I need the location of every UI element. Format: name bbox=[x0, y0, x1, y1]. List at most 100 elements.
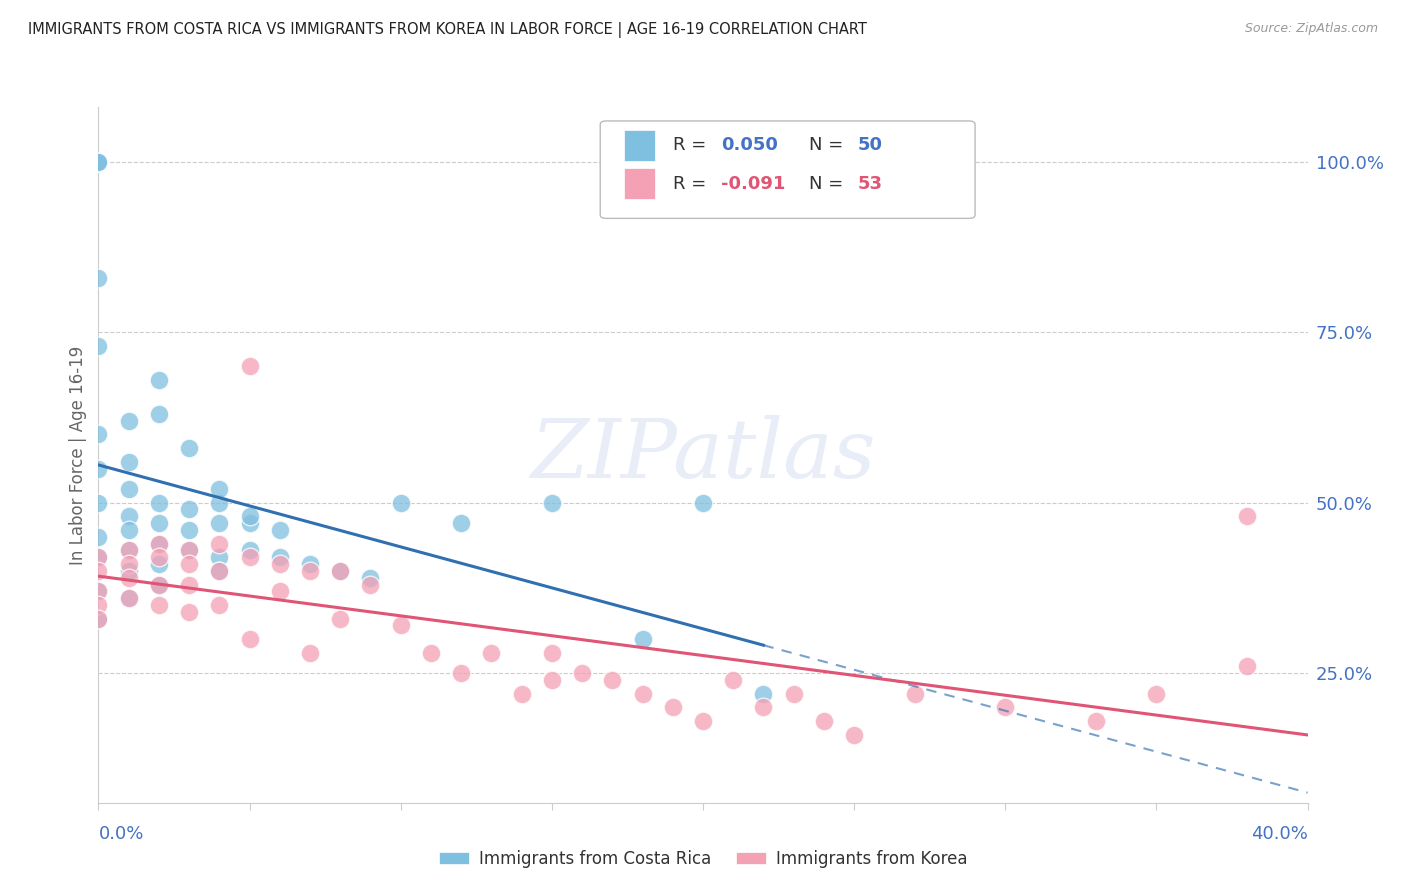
Point bbox=[87, 598, 110, 612]
Point bbox=[208, 536, 231, 550]
Point bbox=[148, 407, 170, 421]
Point bbox=[87, 154, 110, 169]
Point bbox=[87, 550, 110, 565]
Point bbox=[1236, 509, 1258, 524]
Point bbox=[571, 666, 593, 681]
Point bbox=[179, 523, 201, 537]
Point bbox=[631, 687, 654, 701]
Point bbox=[118, 591, 141, 606]
Point bbox=[239, 550, 262, 565]
Point bbox=[87, 584, 110, 599]
Point bbox=[389, 496, 412, 510]
Point bbox=[148, 496, 170, 510]
Legend: Immigrants from Costa Rica, Immigrants from Korea: Immigrants from Costa Rica, Immigrants f… bbox=[432, 843, 974, 874]
Point bbox=[148, 557, 170, 571]
Point bbox=[752, 700, 775, 714]
Text: 50: 50 bbox=[858, 136, 883, 154]
Point bbox=[239, 543, 262, 558]
Point bbox=[269, 523, 291, 537]
Point bbox=[450, 516, 472, 530]
Point bbox=[299, 557, 322, 571]
Point bbox=[208, 516, 231, 530]
Point bbox=[208, 598, 231, 612]
Point bbox=[662, 700, 685, 714]
Point bbox=[208, 564, 231, 578]
Point bbox=[269, 584, 291, 599]
Point bbox=[118, 543, 141, 558]
Point bbox=[179, 605, 201, 619]
Bar bbox=[624, 129, 655, 161]
Point bbox=[844, 728, 866, 742]
Point bbox=[299, 646, 322, 660]
Point bbox=[148, 577, 170, 591]
Point bbox=[450, 666, 472, 681]
Point bbox=[148, 598, 170, 612]
Point bbox=[87, 612, 110, 626]
Text: 0.0%: 0.0% bbox=[98, 825, 143, 843]
Point bbox=[179, 577, 201, 591]
Point bbox=[239, 516, 262, 530]
Point bbox=[783, 687, 806, 701]
Point bbox=[208, 564, 231, 578]
Bar bbox=[624, 168, 655, 199]
Text: ZIPatlas: ZIPatlas bbox=[530, 415, 876, 495]
Text: Source: ZipAtlas.com: Source: ZipAtlas.com bbox=[1244, 22, 1378, 36]
Point bbox=[87, 612, 110, 626]
Point bbox=[118, 543, 141, 558]
Point bbox=[87, 584, 110, 599]
Point bbox=[239, 509, 262, 524]
Point bbox=[1236, 659, 1258, 673]
Point bbox=[329, 564, 352, 578]
Point bbox=[269, 550, 291, 565]
Point bbox=[87, 550, 110, 565]
Point bbox=[540, 673, 562, 687]
Point bbox=[179, 557, 201, 571]
Point bbox=[87, 461, 110, 475]
Point bbox=[118, 414, 141, 428]
Point bbox=[118, 591, 141, 606]
Point bbox=[692, 496, 714, 510]
Point bbox=[179, 441, 201, 455]
Point bbox=[994, 700, 1017, 714]
Text: N =: N = bbox=[810, 136, 849, 154]
Point bbox=[87, 339, 110, 353]
Point bbox=[329, 612, 352, 626]
Point bbox=[329, 564, 352, 578]
Point bbox=[389, 618, 412, 632]
Point bbox=[179, 543, 201, 558]
Point bbox=[179, 543, 201, 558]
Point bbox=[723, 673, 745, 687]
Point bbox=[87, 270, 110, 285]
Point bbox=[269, 557, 291, 571]
Point bbox=[602, 673, 624, 687]
FancyBboxPatch shape bbox=[600, 121, 976, 219]
Point bbox=[239, 632, 262, 646]
Text: 40.0%: 40.0% bbox=[1251, 825, 1308, 843]
Point bbox=[692, 714, 714, 728]
Point bbox=[540, 646, 562, 660]
Text: -0.091: -0.091 bbox=[721, 175, 786, 193]
Text: IMMIGRANTS FROM COSTA RICA VS IMMIGRANTS FROM KOREA IN LABOR FORCE | AGE 16-19 C: IMMIGRANTS FROM COSTA RICA VS IMMIGRANTS… bbox=[28, 22, 868, 38]
Point bbox=[148, 373, 170, 387]
Point bbox=[360, 571, 382, 585]
Text: 53: 53 bbox=[858, 175, 883, 193]
Point bbox=[208, 482, 231, 496]
Point bbox=[87, 427, 110, 442]
Point bbox=[118, 564, 141, 578]
Point bbox=[208, 496, 231, 510]
Point bbox=[179, 502, 201, 516]
Point bbox=[118, 557, 141, 571]
Point bbox=[118, 482, 141, 496]
Point bbox=[481, 646, 503, 660]
Point bbox=[148, 516, 170, 530]
Point bbox=[87, 530, 110, 544]
Point bbox=[87, 154, 110, 169]
Point bbox=[208, 550, 231, 565]
Point bbox=[148, 550, 170, 565]
Point bbox=[118, 523, 141, 537]
Text: 0.050: 0.050 bbox=[721, 136, 778, 154]
Point bbox=[148, 536, 170, 550]
Point bbox=[87, 496, 110, 510]
Point bbox=[631, 632, 654, 646]
Text: R =: R = bbox=[673, 136, 711, 154]
